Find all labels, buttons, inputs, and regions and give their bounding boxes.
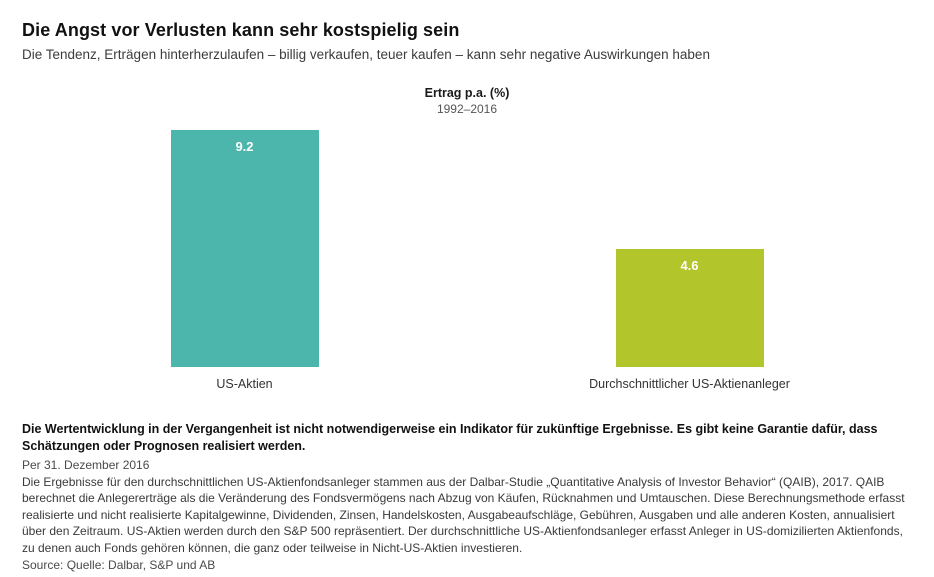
footnotes: Die Wertentwicklung in der Vergangenheit… [22,421,912,572]
bar-value-label: 4.6 [680,257,699,273]
category-label: Durchschnittlicher US-Aktienanleger [589,377,790,391]
bar-chart: Ertrag p.a. (%) 1992–2016 9.2 4.6 US-Akti… [22,86,912,391]
bar-track: 4.6 [615,130,764,367]
bar: 9.2 [170,130,319,367]
category-label: US-Aktien [216,377,273,391]
bar: 4.6 [615,248,764,367]
as-of-date: Per 31. Dezember 2016 [22,457,150,472]
page-subtitle: Die Tendenz, Erträgen hinterherzulaufen … [22,47,710,62]
page-title: Die Angst vor Verlusten kann sehr kostsp… [22,20,460,40]
page-header: Die Angst vor Verlusten kann sehr kostsp… [22,20,912,62]
bar-column: 4.6 [467,130,912,367]
category-axis: US-Aktien Durchschnittlicher US-Aktienanl… [22,377,912,391]
source-line: Source: Quelle: Dalbar, S&P und AB [22,558,216,573]
plot-area: 9.2 4.6 [22,130,912,367]
methodology-text: Die Ergebnisse für den durchschnittliche… [22,474,905,555]
bar-value-label: 9.2 [235,139,254,154]
disclaimer-text: Die Wertentwicklung in der Vergangenheit… [22,422,878,453]
chart-title: Ertrag p.a. (%) [424,86,510,100]
bar-track: 9.2 [170,130,319,367]
bar-column: 9.2 [22,130,467,367]
chart-subtitle: 1992–2016 [436,102,498,116]
